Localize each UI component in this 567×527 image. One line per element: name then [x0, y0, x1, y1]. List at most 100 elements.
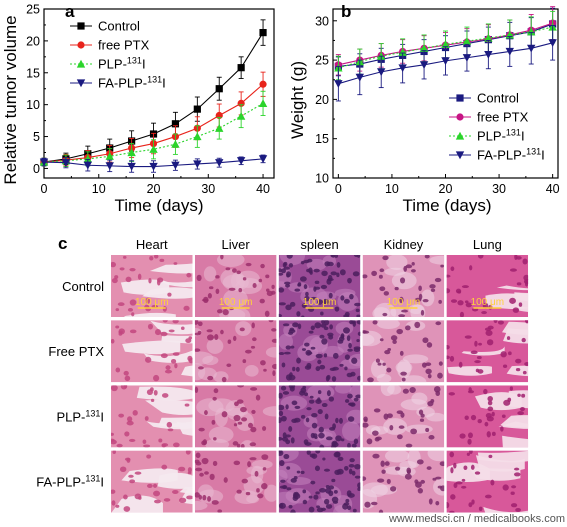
- data-point: [105, 162, 114, 171]
- micrograph-heart: [111, 320, 193, 383]
- legend-label: PLP-131I: [477, 128, 525, 144]
- panel-a-x-axis-title: Time (days): [114, 196, 203, 215]
- data-point: [527, 27, 536, 36]
- column-label-liver: Liver: [222, 237, 251, 252]
- data-point: [259, 28, 267, 37]
- micrograph-heart: [111, 385, 193, 448]
- data-point: [215, 85, 223, 93]
- panel-a-letter: a: [65, 2, 75, 21]
- x-tick-label: 30: [201, 182, 215, 196]
- legend-label: Control: [477, 91, 519, 106]
- legend-label: FA-PLP-131I: [477, 147, 545, 163]
- data-point: [419, 61, 429, 70]
- data-point: [236, 111, 246, 120]
- data-point: [215, 124, 224, 132]
- micrograph-kidney: 100 μm: [362, 255, 445, 317]
- scale-bar-label: 100 μm: [387, 297, 421, 308]
- scale-bar-label: 100 μm: [219, 297, 253, 308]
- data-point: [127, 148, 136, 157]
- micrograph-heart: 100 μm: [111, 255, 193, 317]
- legend-entry: PLP-131I: [449, 128, 525, 144]
- y-tick-label: 10: [315, 172, 329, 186]
- data-point: [419, 44, 429, 52]
- data-point: [193, 132, 202, 141]
- data-point: [259, 80, 267, 88]
- micrograph-liver: 100 μm: [194, 255, 277, 317]
- data-point: [171, 161, 180, 170]
- x-tick-label: 0: [41, 182, 48, 196]
- histology-grid: Heart Liver spleen Kidney Lung Control 100 μm 1…: [36, 237, 529, 513]
- y-tick-label: 0: [33, 162, 40, 176]
- legend-entry: PLP-131I: [70, 56, 146, 72]
- y-tick-label: 5: [33, 130, 40, 144]
- legend-label: free PTX: [98, 38, 150, 53]
- y-tick-label: 25: [26, 3, 40, 17]
- column-label-lung: Lung: [473, 237, 502, 252]
- column-label-spleen: spleen: [300, 237, 338, 252]
- data-point: [105, 152, 114, 160]
- legend-label: PLP-131I: [98, 56, 146, 72]
- panel-a-series: [39, 19, 268, 173]
- data-point: [258, 155, 268, 164]
- legend-marker: [77, 22, 85, 30]
- legend-marker: [76, 79, 86, 88]
- watermark: www.medsci.cn / medicalbooks.com: [388, 513, 565, 525]
- panel-c-letter: c: [58, 234, 67, 253]
- column-label-kidney: Kidney: [384, 237, 424, 252]
- micrograph-kidney: [362, 320, 445, 383]
- series-3: [334, 25, 557, 102]
- series-3: [39, 154, 268, 173]
- legend-marker: [76, 59, 86, 68]
- legend-entry: Control: [449, 91, 519, 106]
- data-point: [398, 64, 407, 73]
- data-point: [127, 162, 136, 171]
- panel-b-letter: b: [341, 2, 351, 21]
- plot-frame: [43, 8, 275, 179]
- micrograph-heart: [111, 450, 193, 513]
- y-tick-label: 15: [315, 132, 329, 146]
- data-point: [237, 99, 245, 107]
- series-line: [43, 102, 264, 163]
- panel-c-histology: c Heart Liver spleen Kidney Lung Control 100 μ…: [36, 234, 529, 513]
- legend-entry: free PTX: [449, 110, 529, 125]
- legend-entry: Control: [70, 19, 140, 34]
- scale-bar-label: 100 μm: [135, 297, 169, 308]
- y-tick-label: 20: [315, 93, 329, 107]
- data-point: [377, 68, 386, 77]
- legend-marker: [77, 41, 85, 49]
- micrograph-spleen: 100 μm: [278, 255, 361, 317]
- data-point: [83, 154, 93, 163]
- column-label-heart: Heart: [136, 237, 168, 252]
- micrograph-liver: [194, 450, 277, 513]
- panel-b-x-axis-title: Time (days): [402, 196, 491, 215]
- data-point: [441, 40, 450, 48]
- data-point: [441, 57, 450, 66]
- data-point: [149, 162, 158, 171]
- legend-label: free PTX: [477, 110, 529, 125]
- data-point: [215, 159, 224, 167]
- x-tick-label: 10: [385, 182, 399, 196]
- x-tick-label: 40: [256, 182, 270, 196]
- data-point: [484, 50, 493, 59]
- row-label: FA-PLP-131I: [36, 474, 104, 490]
- scale-bar-label: 100 μm: [471, 297, 505, 308]
- data-point: [398, 48, 407, 56]
- panel-a-y-axis-title: Relative tumor volume: [1, 15, 20, 184]
- data-point: [61, 159, 71, 167]
- row-label: Free PTX: [48, 344, 104, 359]
- data-point: [527, 44, 536, 53]
- data-point: [171, 140, 180, 148]
- legend-marker: [456, 113, 464, 121]
- panel-a-axes: 0 10 20 30 40 0 5 10 15 20 25: [26, 3, 275, 196]
- y-tick-label: 10: [26, 98, 40, 112]
- data-point: [236, 157, 246, 165]
- scale-bar-label: 100 μm: [303, 297, 337, 308]
- micrograph-liver: [194, 320, 277, 383]
- micrograph-spleen: [278, 385, 361, 448]
- data-point: [193, 160, 202, 169]
- data-point: [149, 145, 158, 153]
- y-tick-label: 15: [26, 66, 40, 80]
- data-point: [237, 64, 245, 72]
- data-point: [39, 158, 49, 167]
